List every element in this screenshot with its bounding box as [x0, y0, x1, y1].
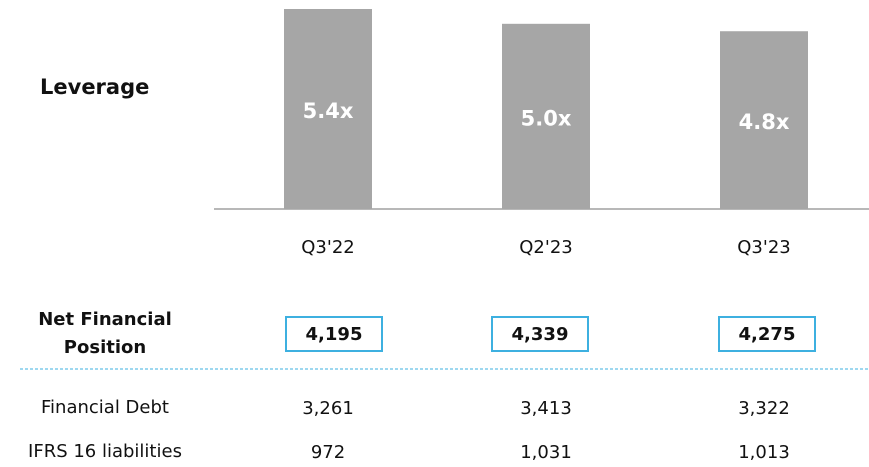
cell: 1,031 — [520, 442, 572, 463]
value-box — [491, 316, 589, 352]
value-box — [718, 316, 816, 352]
x-tick-label: Q3'23 — [737, 237, 790, 258]
chart-title: Leverage — [40, 75, 149, 99]
bar — [720, 31, 808, 209]
cell: 3,413 — [520, 398, 572, 419]
cell: 4,195 — [306, 324, 363, 345]
cell: 4,275 — [739, 324, 796, 345]
x-tick-label: Q2'23 — [519, 237, 572, 258]
row-label: Financial Debt — [41, 397, 169, 418]
row-label: Net Financial Position — [38, 309, 172, 358]
value-label: 4.8x — [739, 110, 790, 134]
value-label: 5.0x — [521, 106, 572, 130]
bar — [284, 9, 372, 209]
cell: 1,013 — [738, 442, 790, 463]
row-label: IFRS 16 liabilities — [28, 441, 182, 462]
value-box — [285, 316, 383, 352]
cell: 3,322 — [738, 398, 790, 419]
cell: 972 — [311, 442, 345, 463]
cell: 3,261 — [302, 398, 354, 419]
value-label: 5.4x — [303, 99, 354, 123]
cell: 4,339 — [512, 324, 569, 345]
x-tick-label: Q3'22 — [301, 237, 354, 258]
bar — [502, 23, 590, 209]
